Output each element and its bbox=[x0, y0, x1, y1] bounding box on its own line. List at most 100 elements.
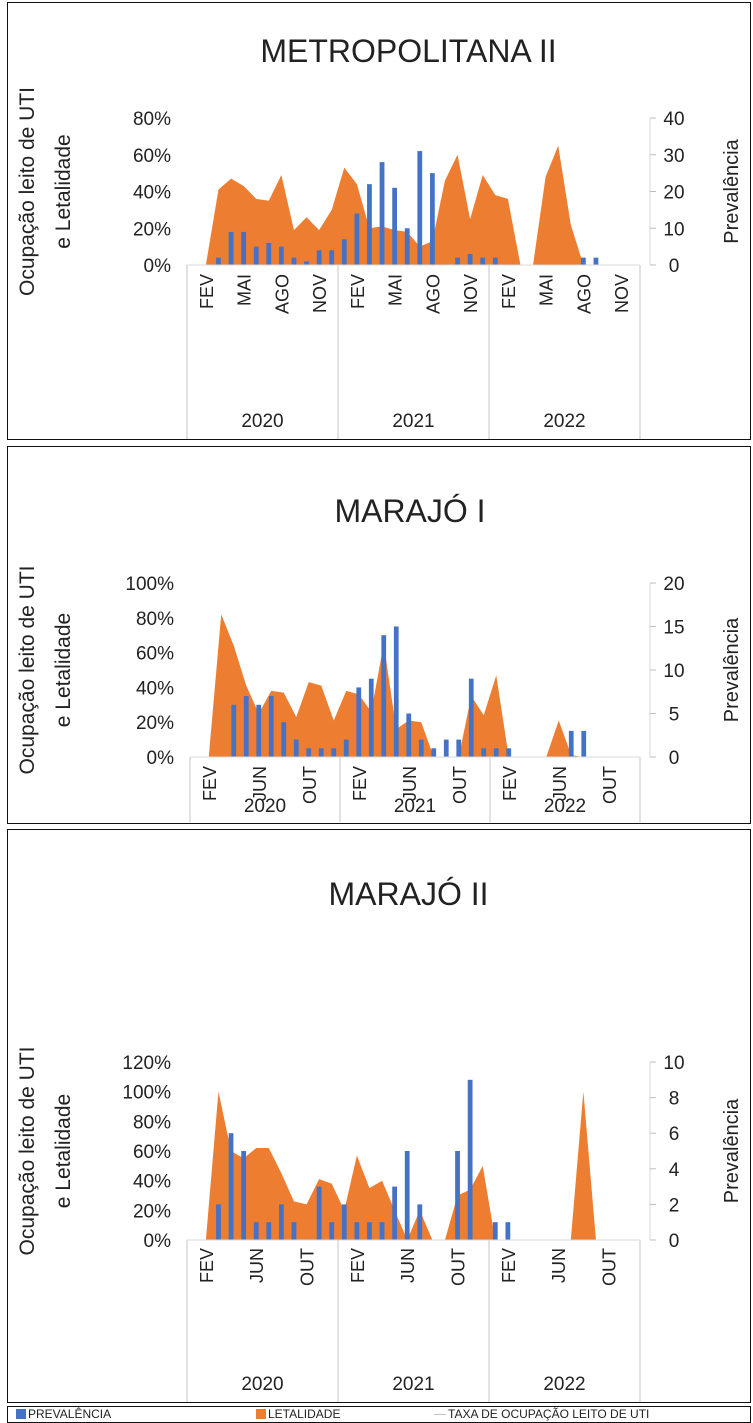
legend-item-ocupacao: TAXA DE OCUPAÇÃO LEITO DE UTI bbox=[434, 1407, 649, 1422]
prevalencia-bar bbox=[493, 748, 499, 757]
y2-tick-label: 8 bbox=[669, 1089, 680, 1110]
legend-swatch-prevalencia bbox=[16, 1409, 26, 1419]
prevalencia-bar bbox=[379, 162, 385, 265]
y-axis-label-line-1: Ocupação leito de UTI bbox=[16, 87, 39, 296]
x-month-label: FEV bbox=[348, 1248, 368, 1283]
prevalencia-bar bbox=[481, 748, 487, 757]
prevalencia-bar bbox=[266, 1222, 272, 1240]
x-year-label: 2020 bbox=[241, 1374, 283, 1395]
y2-tick-label: 2 bbox=[669, 1195, 680, 1216]
prevalencia-bar bbox=[492, 257, 498, 265]
chart-title: MARAJÓ II bbox=[328, 876, 488, 912]
y2-tick-label: 20 bbox=[663, 574, 684, 595]
y-tick-label: 40% bbox=[136, 678, 174, 699]
x-month-label: NOV bbox=[612, 274, 632, 313]
prevalencia-bar bbox=[266, 242, 272, 265]
prevalencia-bar bbox=[216, 1204, 221, 1240]
y-axis-label-line-2: e Letalidade bbox=[52, 134, 75, 248]
y2-tick-label: 10 bbox=[663, 1053, 684, 1074]
legend-label-letalidade: LETALIDADE bbox=[268, 1407, 341, 1421]
y2-axis-label: Prevalência bbox=[721, 617, 743, 722]
y2-tick-label: 4 bbox=[669, 1160, 680, 1181]
y-tick-label: 20% bbox=[136, 713, 174, 734]
y-axis-label-line-2: e Letalidade bbox=[52, 1094, 75, 1208]
prevalencia-bar bbox=[506, 748, 512, 757]
x-month-label: JUN bbox=[549, 1248, 569, 1283]
y-tick-label: 20% bbox=[133, 1201, 171, 1222]
x-year-label: 2022 bbox=[544, 796, 586, 817]
prevalencia-bar bbox=[341, 1204, 347, 1240]
letalidade-area bbox=[187, 1091, 640, 1240]
prevalencia-bar bbox=[241, 231, 247, 265]
y2-tick-label: 40 bbox=[663, 109, 684, 130]
x-month-label: FEV bbox=[200, 766, 220, 801]
prevalencia-bar bbox=[228, 1133, 234, 1240]
chart-svg-marajo-ii: MARAJÓ II Ocupação leito de UTI e Letalida… bbox=[16, 876, 743, 1403]
prevalencia-bar bbox=[356, 687, 362, 757]
y-tick-label: 60% bbox=[133, 146, 171, 167]
x-month-label: OUT bbox=[449, 1248, 469, 1286]
y-tick-label: 0% bbox=[147, 748, 175, 769]
prevalencia-bar bbox=[580, 257, 586, 265]
x-month-label: AGO bbox=[574, 274, 594, 314]
prevalencia-bar bbox=[581, 730, 587, 757]
prevalencia-bar bbox=[404, 1151, 410, 1240]
prevalencia-bar bbox=[456, 739, 462, 757]
x-month-label: JUN bbox=[247, 1248, 267, 1283]
y-tick-label: 40% bbox=[133, 1172, 171, 1193]
x-month-label: JUN bbox=[398, 1248, 418, 1283]
prevalencia-bar bbox=[455, 257, 460, 265]
x-month-label: MAI bbox=[235, 274, 255, 306]
prevalencia-bar bbox=[593, 257, 599, 265]
prevalencia-bar bbox=[381, 635, 387, 757]
y2-tick-label: 6 bbox=[669, 1124, 680, 1145]
y-tick-label: 80% bbox=[136, 609, 174, 630]
x-year-label: 2021 bbox=[392, 1374, 434, 1395]
prevalencia-bar bbox=[243, 696, 249, 757]
prevalencia-bar bbox=[306, 748, 312, 757]
x-month-label: OUT bbox=[450, 766, 470, 804]
x-month-label: FEV bbox=[500, 766, 520, 801]
y2-tick-label: 0 bbox=[669, 1231, 680, 1252]
legend-label-prevalencia: PREVALÊNCIA bbox=[28, 1407, 112, 1421]
prevalencia-bar bbox=[468, 678, 474, 757]
prevalencia-bar bbox=[293, 739, 299, 757]
prevalencia-bar bbox=[392, 187, 398, 265]
prevalencia-bar bbox=[253, 246, 259, 265]
y-tick-label: 120% bbox=[122, 1053, 171, 1074]
prevalencia-bar bbox=[256, 704, 262, 757]
prevalencia-bar bbox=[318, 748, 324, 757]
x-year-label: 2022 bbox=[543, 1374, 585, 1395]
x-month-label: OUT bbox=[300, 766, 320, 804]
y2-axis-label: Prevalência bbox=[721, 138, 743, 243]
prevalencia-bar bbox=[368, 678, 374, 757]
prevalencia-bar bbox=[404, 228, 410, 265]
y2-tick-label: 0 bbox=[669, 748, 680, 769]
y2-tick-label: 5 bbox=[669, 705, 680, 726]
prevalencia-bar bbox=[393, 626, 399, 757]
x-month-label: FEV bbox=[348, 274, 368, 309]
y-tick-label: 60% bbox=[136, 644, 174, 665]
prevalencia-bar bbox=[216, 257, 221, 265]
prevalencia-bar bbox=[241, 1151, 247, 1240]
x-month-label: NOV bbox=[461, 274, 481, 313]
prevalencia-bar bbox=[268, 696, 274, 757]
prevalencia-bar bbox=[418, 739, 424, 757]
x-month-label: MAI bbox=[537, 274, 557, 306]
y-axis-label-line-1: Ocupação leito de UTI bbox=[16, 1047, 39, 1256]
y2-tick-label: 30 bbox=[663, 146, 684, 167]
y-tick-label: 20% bbox=[133, 219, 171, 240]
x-month-label: FEV bbox=[350, 766, 370, 801]
prevalencia-bar bbox=[379, 1222, 385, 1240]
x-month-label: OUT bbox=[600, 766, 620, 804]
prevalencia-bar bbox=[253, 1222, 259, 1240]
prevalencia-bar bbox=[406, 713, 412, 757]
x-month-label: NOV bbox=[310, 274, 330, 313]
y-tick-label: 40% bbox=[133, 183, 171, 204]
y2-tick-label: 15 bbox=[663, 618, 684, 639]
x-year-label: 2020 bbox=[244, 796, 286, 817]
chart-svg-metropolitana-ii: METROPOLITANA II Ocupação leito de UTI e L… bbox=[16, 33, 743, 440]
x-year-label: 2022 bbox=[543, 411, 585, 432]
prevalencia-bar bbox=[443, 739, 449, 757]
prevalencia-bar bbox=[278, 1204, 284, 1240]
